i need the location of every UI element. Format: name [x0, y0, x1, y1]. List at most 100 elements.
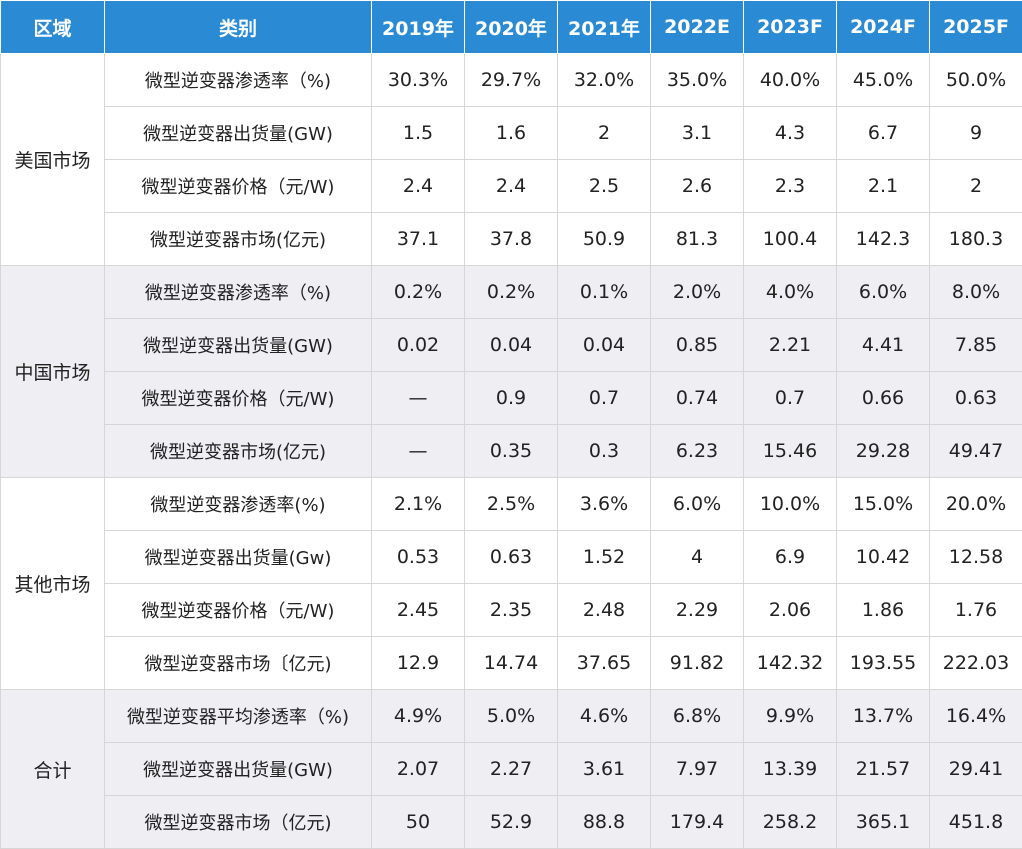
- region-cell: 其他市场: [0, 477, 105, 690]
- value-cell: 0.9: [464, 371, 558, 425]
- value-cell: 32.0%: [557, 53, 651, 107]
- value-cell: 0.02: [371, 318, 465, 372]
- value-cell: 29.7%: [464, 53, 558, 107]
- value-cell: 37.8: [464, 212, 558, 266]
- category-cell: 微型逆变器渗透率(%): [104, 477, 372, 531]
- category-cell: 微型逆变器渗透率（%): [104, 265, 372, 319]
- value-cell: 9: [929, 106, 1022, 160]
- value-cell: 10.0%: [743, 477, 837, 531]
- table-row: 微型逆变器市场(亿元) —0.35 0.3 6.23 15.46 29.28 49.47: [1, 424, 1022, 478]
- value-cell: 0.66: [836, 371, 930, 425]
- value-cell: 193.55: [836, 636, 930, 690]
- value-cell: 37.65: [557, 636, 651, 690]
- value-cell: 1.5: [371, 106, 465, 160]
- value-cell: 0.04: [557, 318, 651, 372]
- category-cell: 微型逆变器市场〔亿元): [104, 636, 372, 690]
- table-row: 其他市场 微型逆变器渗透率(%) 2.1% 2.5% 3.6% 6.0% 10.0% 15.0…: [0, 477, 1022, 690]
- value-cell: 0.63: [464, 530, 558, 584]
- value-cell: 1.86: [836, 583, 930, 637]
- value-cell: 2.1%: [371, 477, 465, 531]
- header-year: 2019年: [371, 0, 465, 54]
- value-cell: 2.29: [650, 583, 744, 637]
- value-cell: 29.41: [929, 742, 1022, 796]
- value-cell: 91.82: [650, 636, 744, 690]
- value-cell: 0.63: [929, 371, 1022, 425]
- header-category: 类别: [104, 0, 372, 54]
- value-cell: 258.2: [743, 795, 837, 849]
- value-cell: 6.7: [836, 106, 930, 160]
- value-cell: 50.9: [557, 212, 651, 266]
- value-cell: 4.3: [743, 106, 837, 160]
- value-cell: 4.9%: [371, 689, 465, 743]
- category-cell: 微型逆变器平均渗透率（%): [104, 689, 372, 743]
- value-cell: 16.4%: [929, 689, 1022, 743]
- value-cell: 0.2%: [464, 265, 558, 319]
- value-cell: 4.0%: [743, 265, 837, 319]
- value-cell: 2.21: [743, 318, 837, 372]
- value-cell: 179.4: [650, 795, 744, 849]
- value-cell: 5.0%: [464, 689, 558, 743]
- value-cell: 365.1: [836, 795, 930, 849]
- category-cell: 微型逆变器市场(亿元): [104, 212, 372, 266]
- value-cell: 222.03: [929, 636, 1022, 690]
- value-cell: 0.85: [650, 318, 744, 372]
- value-cell: 100.4: [743, 212, 837, 266]
- value-cell: 45.0%: [836, 53, 930, 107]
- value-cell: 3.6%: [557, 477, 651, 531]
- value-cell: 0.7: [557, 371, 651, 425]
- table-row: 微型逆变器出货量(Gw) 0.53 0.63 1.52 4 6.9 10.42 12.58: [1, 530, 1022, 584]
- value-cell: 2.45: [371, 583, 465, 637]
- table-row: 美国市场 微型逆变器渗透率（%) 30.3% 29.7% 32.0% 35.0% 40.0%…: [0, 53, 1022, 266]
- value-cell: 4.6%: [557, 689, 651, 743]
- value-cell: 0.74: [650, 371, 744, 425]
- value-cell: 3.1: [650, 106, 744, 160]
- value-cell: 2.35: [464, 583, 558, 637]
- value-cell: 7.85: [929, 318, 1022, 372]
- header-year: 2024F: [836, 0, 930, 54]
- value-cell: 14.74: [464, 636, 558, 690]
- table-row: 微型逆变器出货量(GW) 1.5 1.6 2 3.1 4.3 6.7 9: [1, 106, 1022, 160]
- header-year: 2021年: [557, 0, 651, 54]
- value-cell: 2.48: [557, 583, 651, 637]
- table-row: 微型逆变器市场〔亿元) 12.9 14.74 37.65 91.82 142.32 193.…: [1, 636, 1022, 690]
- category-cell: 微型逆变器价格（元/W): [104, 583, 372, 637]
- value-cell: 49.47: [929, 424, 1022, 478]
- value-cell: 2.27: [464, 742, 558, 796]
- header-year: 2023F: [743, 0, 837, 54]
- value-cell: 3.61: [557, 742, 651, 796]
- value-cell: 6.0%: [650, 477, 744, 531]
- region-cell: 美国市场: [0, 53, 105, 266]
- value-cell: 8.0%: [929, 265, 1022, 319]
- value-cell: 2: [929, 159, 1022, 213]
- value-cell: 10.42: [836, 530, 930, 584]
- value-cell: 13.39: [743, 742, 837, 796]
- category-cell: 微型逆变器出货量(GW): [104, 106, 372, 160]
- value-cell: 2.3: [743, 159, 837, 213]
- value-cell: 2.07: [371, 742, 465, 796]
- value-cell: 2.6: [650, 159, 744, 213]
- value-cell: 0.1%: [557, 265, 651, 319]
- value-cell: 1.52: [557, 530, 651, 584]
- table-row: 合计 微型逆变器平均渗透率（%) 4.9% 5.0% 4.6% 6.8% 9.9% 13.7%…: [0, 689, 1022, 849]
- table-row: 微型逆变器价格（元/W) 2.4 2.4 2.5 2.6 2.3 2.1 2: [1, 159, 1022, 213]
- value-cell: 6.9: [743, 530, 837, 584]
- header-region: 区域: [0, 0, 105, 54]
- value-cell: 29.28: [836, 424, 930, 478]
- value-cell: 4: [650, 530, 744, 584]
- table-row: 微型逆变器出货量(GW) 0.02 0.04 0.04 0.85 2.21 4.41 7.85: [1, 318, 1022, 372]
- value-cell: 2.0%: [650, 265, 744, 319]
- header-year: 2022E: [650, 0, 744, 54]
- category-cell: 微型逆变器出货量(Gw): [104, 530, 372, 584]
- value-cell: 6.23: [650, 424, 744, 478]
- category-cell: 微型逆变器出货量(GW): [104, 742, 372, 796]
- header-row: 区域 类别 2019年 2020年 2021年 2022E 2023F 2024…: [0, 0, 1022, 54]
- category-cell: 微型逆变器出货量(GW): [104, 318, 372, 372]
- value-cell: 20.0%: [929, 477, 1022, 531]
- value-cell: 40.0%: [743, 53, 837, 107]
- region-cell: 中国市场: [0, 265, 105, 478]
- value-cell: 2.5: [557, 159, 651, 213]
- value-cell: 180.3: [929, 212, 1022, 266]
- value-cell: 142.3: [836, 212, 930, 266]
- value-cell: 9.9%: [743, 689, 837, 743]
